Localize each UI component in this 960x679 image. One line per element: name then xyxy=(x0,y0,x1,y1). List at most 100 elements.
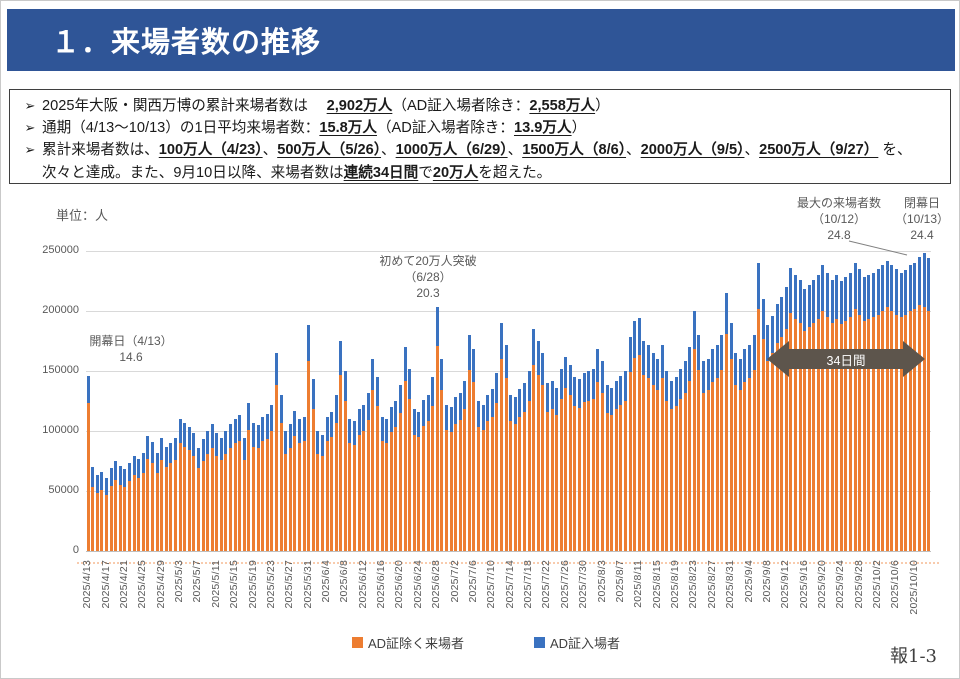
general-visitors-segment xyxy=(118,485,122,551)
ad-pass-segment xyxy=(844,277,848,321)
daily-visitors-bar xyxy=(789,267,793,551)
general-visitors-segment xyxy=(587,401,591,551)
general-visitors-segment xyxy=(481,429,485,551)
ad-pass-segment xyxy=(784,287,788,329)
general-visitors-segment xyxy=(362,431,366,551)
ad-pass-segment xyxy=(688,347,692,381)
ad-pass-segment xyxy=(297,419,301,443)
bullet-arrow-icon: ➢ xyxy=(24,120,36,136)
general-visitors-segment xyxy=(522,411,526,551)
ad-pass-segment xyxy=(178,419,182,443)
daily-visitors-bar xyxy=(885,260,889,551)
daily-visitors-bar xyxy=(761,299,765,551)
general-visitors-segment xyxy=(183,446,187,551)
general-visitors-segment xyxy=(426,421,430,551)
general-visitors-segment xyxy=(679,398,683,551)
slide-header: １．来場者数の推移 xyxy=(7,9,955,71)
daily-visitors-bar xyxy=(385,419,389,551)
x-tick-label: 2025/5/15 xyxy=(228,560,241,609)
daily-visitors-bar xyxy=(513,397,517,551)
x-tick-label: 2025/5/31 xyxy=(301,560,314,609)
general-visitors-segment xyxy=(532,365,536,551)
daily-visitors-bar xyxy=(624,371,627,551)
gridline xyxy=(86,491,931,492)
daily-visitors-bar xyxy=(481,404,485,551)
x-tick-label: 2025/6/4 xyxy=(320,560,332,603)
ad-pass-segment xyxy=(449,407,453,433)
ad-pass-segment xyxy=(830,279,834,323)
general-visitors-segment xyxy=(789,313,793,551)
general-visitors-segment xyxy=(770,353,774,551)
general-visitors-segment xyxy=(109,486,113,551)
ad-pass-segment xyxy=(95,475,99,494)
general-visitors-segment xyxy=(550,409,554,551)
ad-pass-segment xyxy=(568,365,572,395)
bullet-text: 累計来場者数は、100万人（4/23）、500万人（5/26）、1000万人（6… xyxy=(42,142,912,181)
general-visitors-segment xyxy=(449,432,453,551)
x-tick-label: 2025/7/22 xyxy=(540,560,553,609)
x-tick-label: 2025/8/7 xyxy=(613,560,626,603)
legend-item: AD証除く来場者 xyxy=(351,633,464,652)
general-visitors-segment xyxy=(219,459,223,551)
daily-visitors-bar xyxy=(371,359,375,551)
ad-pass-segment xyxy=(564,356,568,388)
ad-pass-segment xyxy=(215,433,219,457)
x-tick-label: 2025/6/16 xyxy=(375,560,388,609)
x-tick-label: 2025/9/4 xyxy=(742,560,755,603)
general-visitors-segment xyxy=(229,447,233,551)
general-visitors-segment xyxy=(316,453,320,551)
general-visitors-segment xyxy=(578,408,582,551)
daily-visitors-bar xyxy=(403,347,407,551)
daily-visitors-bar xyxy=(862,277,866,551)
ad-pass-segment xyxy=(587,371,591,401)
general-visitors-segment xyxy=(798,323,802,551)
general-visitors-segment xyxy=(697,369,701,551)
general-visitors-segment xyxy=(610,415,614,551)
daily-visitors-bar xyxy=(908,265,912,551)
general-visitors-segment xyxy=(412,434,416,551)
daily-visitors-bar xyxy=(449,407,453,551)
daily-visitors-bar xyxy=(376,377,380,551)
ad-pass-segment xyxy=(403,347,407,381)
general-visitors-segment xyxy=(683,392,687,551)
general-visitors-segment xyxy=(311,409,315,551)
ad-pass-segment xyxy=(371,359,375,391)
daily-visitors-bar xyxy=(486,395,490,551)
general-visitors-segment xyxy=(169,463,173,551)
daily-visitors-bar xyxy=(357,409,361,551)
general-visitors-segment xyxy=(114,480,118,551)
daily-visitors-bar xyxy=(605,385,609,551)
legend-swatch-icon xyxy=(351,637,363,648)
daily-visitors-bar xyxy=(123,469,127,551)
ad-pass-segment xyxy=(444,404,448,430)
ad-pass-segment xyxy=(725,293,729,334)
ad-pass-segment xyxy=(522,383,526,412)
gridline xyxy=(86,431,931,432)
ad-pass-segment xyxy=(715,344,719,379)
ad-pass-segment xyxy=(500,323,504,359)
ad-pass-segment xyxy=(890,265,894,311)
ad-pass-segment xyxy=(431,377,435,406)
ad-pass-segment xyxy=(789,267,793,314)
general-visitors-segment xyxy=(757,308,761,551)
ad-pass-segment xyxy=(637,318,641,356)
daily-visitors-bar xyxy=(821,265,825,551)
legend-label: AD証入場者 xyxy=(550,636,621,651)
ad-pass-segment xyxy=(642,341,646,375)
ad-pass-segment xyxy=(660,344,664,379)
general-visitors-segment xyxy=(467,369,471,551)
general-visitors-segment xyxy=(826,317,830,551)
x-tick-label: 2025/6/12 xyxy=(356,560,369,609)
ad-pass-segment xyxy=(270,404,274,431)
gridline xyxy=(86,551,931,552)
general-visitors-segment xyxy=(247,429,251,551)
general-visitors-segment xyxy=(486,421,490,551)
daily-visitors-bar xyxy=(619,375,623,551)
daily-visitors-bar xyxy=(95,475,99,551)
ad-pass-segment xyxy=(137,458,141,478)
ad-pass-segment xyxy=(146,435,150,459)
daily-visitors-bar xyxy=(206,431,210,551)
ad-pass-segment xyxy=(748,344,751,379)
daily-visitors-bar xyxy=(238,415,242,551)
daily-visitors-bar xyxy=(137,458,141,551)
